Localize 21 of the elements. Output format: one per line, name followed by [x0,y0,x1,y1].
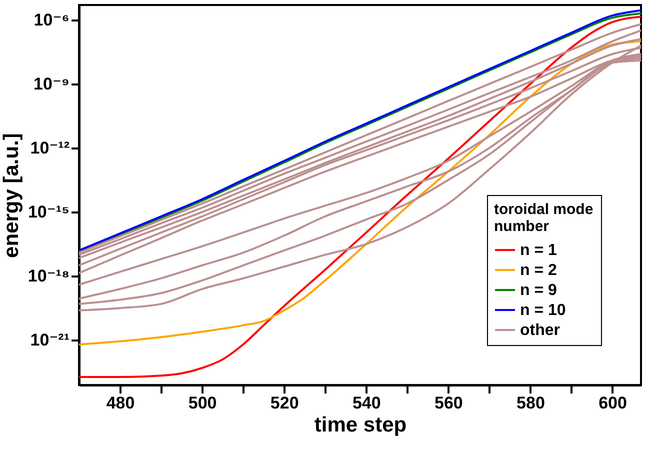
x-tick-label: 520 [270,394,299,412]
x-axis-title: time step [314,414,407,436]
legend-label: n = 1 [520,242,558,259]
y-tick-label: 10⁻²¹ [30,330,70,350]
legend-label: n = 2 [520,262,558,279]
y-tick-label: 10⁻¹² [30,138,70,158]
x-tick-label: 580 [516,394,545,412]
y-tick-label: 10⁻¹⁵ [28,202,70,222]
x-tick-label: 540 [352,394,381,412]
legend-label: other [520,322,560,339]
y-tick-label: 10⁻¹⁸ [28,266,70,286]
legend-label: n = 9 [520,282,558,299]
x-tick-label: 500 [188,394,217,412]
x-tick-label: 560 [434,394,463,412]
legend-label: n = 10 [520,302,566,319]
x-tick-label: 600 [598,394,627,412]
x-tick-label: 480 [106,394,135,412]
y-tick-label: 10⁻⁹ [34,74,70,94]
y-axis-title: energy [a.u.] [0,133,23,258]
y-tick-label: 10⁻⁶ [34,10,70,30]
legend-title: toroidal mode number [494,201,594,235]
